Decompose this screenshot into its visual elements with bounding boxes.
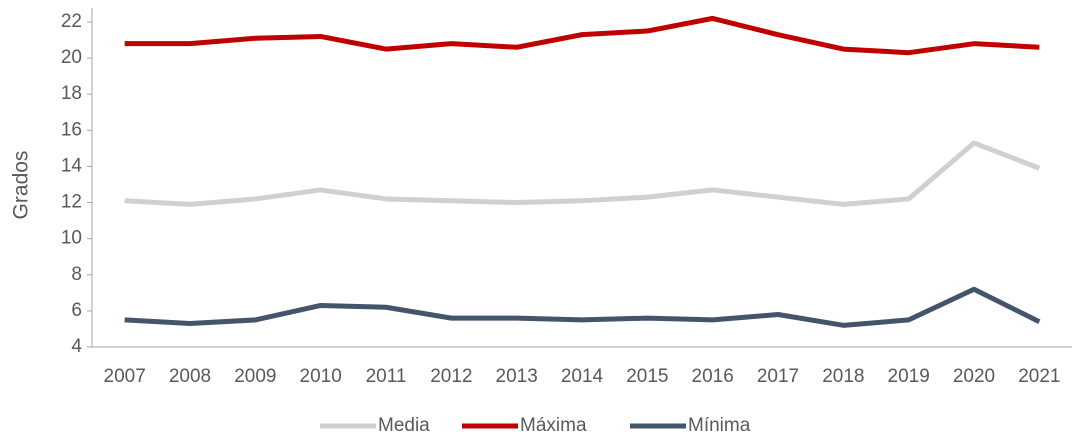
y-tick-label: 16 [61, 119, 82, 140]
x-tick-label: 2007 [104, 366, 146, 387]
line-series [124, 15, 1040, 56]
x-tick-label: 2016 [692, 366, 734, 387]
x-tick-label: 2009 [234, 366, 276, 387]
y-tick-label: 14 [61, 155, 83, 176]
y-tick-label: 20 [61, 47, 82, 68]
x-tick-label: 2018 [822, 366, 864, 387]
y-tick-label: 10 [61, 228, 82, 249]
x-tick-label: 2011 [366, 366, 407, 387]
y-tick-label: 4 [71, 336, 82, 357]
x-tick-label: 2019 [888, 366, 930, 387]
line-series [124, 286, 1041, 328]
x-tick-label: 2012 [430, 366, 472, 387]
y-tick-label: 18 [61, 83, 82, 104]
y-tick-label: 12 [61, 192, 82, 213]
legend-label: Mínima [688, 415, 751, 436]
y-axis-label: Grados [10, 151, 33, 220]
y-tick-label: 8 [71, 264, 82, 285]
x-tick-label: 2020 [953, 366, 995, 387]
y-tick-label: 22 [61, 11, 82, 32]
x-tick-label: 2008 [169, 366, 211, 387]
line-series [124, 140, 1041, 207]
x-tick-label: 2010 [300, 366, 342, 387]
x-tick-label: 2013 [496, 366, 538, 387]
x-tick-label: 2021 [1018, 366, 1060, 387]
legend-label: Máxima [520, 415, 587, 436]
y-tick-label: 6 [71, 300, 82, 321]
x-tick-label: 2014 [561, 366, 604, 387]
legend-label: Media [378, 415, 430, 436]
x-tick-label: 2015 [626, 366, 668, 387]
x-tick-label: 2017 [757, 366, 799, 387]
